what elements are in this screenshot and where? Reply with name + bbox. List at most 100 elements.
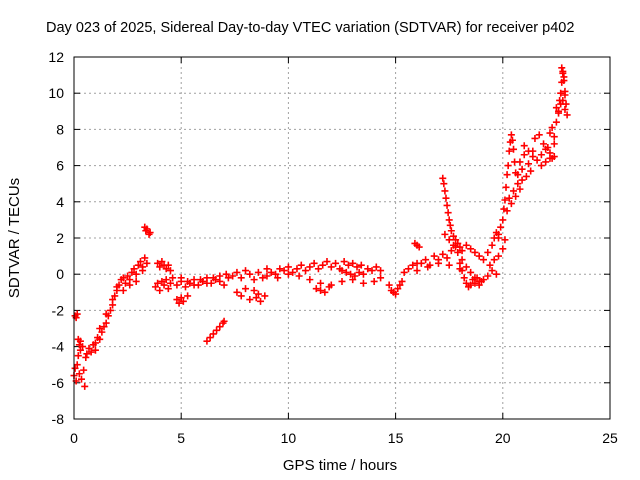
data-point (250, 276, 258, 284)
data-point (162, 276, 170, 284)
data-point (119, 286, 127, 294)
y-tick-label: -6 (52, 375, 65, 391)
data-point (555, 107, 563, 115)
data-point (473, 274, 481, 282)
data-point (355, 268, 363, 276)
data-point (190, 281, 198, 289)
data-point (166, 279, 174, 287)
data-point (471, 248, 479, 256)
data-point (537, 162, 545, 170)
data-point (317, 279, 325, 287)
data-point (518, 165, 526, 173)
x-tick-label: 10 (281, 430, 297, 446)
x-axis-label: GPS time / hours (283, 457, 397, 474)
data-point (166, 267, 174, 275)
data-point (444, 209, 452, 217)
data-point (552, 104, 560, 112)
data-point (154, 259, 162, 267)
data-point (516, 185, 524, 193)
data-point (505, 194, 513, 202)
data-point (293, 265, 301, 273)
data-point (261, 292, 269, 300)
data-point (353, 263, 361, 271)
x-tick-label: 5 (177, 430, 185, 446)
data-point (75, 370, 83, 378)
data-point (440, 180, 448, 188)
data-point (462, 241, 470, 249)
data-point (203, 279, 211, 287)
data-point (449, 232, 457, 240)
data-point (516, 158, 524, 166)
data-point (415, 243, 423, 251)
data-point (372, 263, 380, 271)
data-point (254, 290, 262, 298)
y-tick-label: 10 (48, 85, 64, 101)
data-point (119, 274, 127, 282)
data-point (151, 283, 159, 291)
plot-frame (73, 56, 611, 420)
data-point (85, 344, 93, 352)
data-point (73, 310, 81, 318)
data-point (106, 306, 114, 314)
data-point (488, 241, 496, 249)
data-point (338, 267, 346, 275)
y-tick-label: -4 (52, 339, 65, 355)
data-point (507, 200, 515, 208)
data-point (87, 348, 95, 356)
data-point (242, 267, 250, 275)
data-point (216, 272, 224, 280)
data-point (467, 281, 475, 289)
data-point (250, 286, 258, 294)
data-point (295, 272, 303, 280)
data-point (512, 192, 520, 200)
data-point (237, 292, 245, 300)
data-point (396, 281, 404, 289)
data-point (413, 267, 421, 275)
axis-ticks: 0 5 10 15 20 25 -8 -6 -4 -2 0 2 4 6 8 10 12 (48, 49, 618, 446)
data-point (78, 375, 86, 383)
data-point (158, 258, 166, 266)
data-point (175, 299, 183, 307)
data-point (257, 297, 265, 305)
data-point (179, 297, 187, 305)
data-point (132, 270, 140, 278)
data-point (558, 64, 566, 72)
data-point (109, 296, 117, 304)
data-point (404, 265, 412, 273)
x-tick-label: 0 (70, 430, 78, 446)
data-point (460, 274, 468, 282)
data-point (74, 352, 82, 360)
data-point (181, 283, 189, 291)
data-point (98, 328, 106, 336)
data-point (377, 274, 385, 282)
data-point (143, 259, 151, 267)
data-point (445, 216, 453, 224)
data-point (561, 91, 569, 99)
data-point (209, 330, 217, 338)
data-point (184, 292, 192, 300)
y-axis-label: SDTVAR / TECUs (6, 178, 23, 298)
data-point (213, 326, 221, 334)
data-point (518, 176, 526, 184)
data-point (162, 265, 170, 273)
data-point (177, 294, 185, 302)
data-point (323, 258, 331, 266)
data-point (312, 285, 320, 293)
data-point (173, 296, 181, 304)
data-point (499, 245, 507, 253)
data-point (319, 261, 327, 269)
data-point (280, 267, 288, 275)
y-tick-label: 2 (56, 230, 64, 246)
data-point (203, 337, 211, 345)
y-tick-label: 0 (56, 266, 64, 282)
data-point (102, 319, 110, 327)
data-point (224, 274, 232, 282)
data-point (441, 230, 449, 238)
data-point (96, 335, 104, 343)
data-point (83, 350, 91, 358)
data-point (359, 279, 367, 287)
data-point (177, 274, 185, 282)
data-point (490, 256, 498, 264)
data-point (297, 261, 305, 269)
data-point (560, 73, 568, 81)
